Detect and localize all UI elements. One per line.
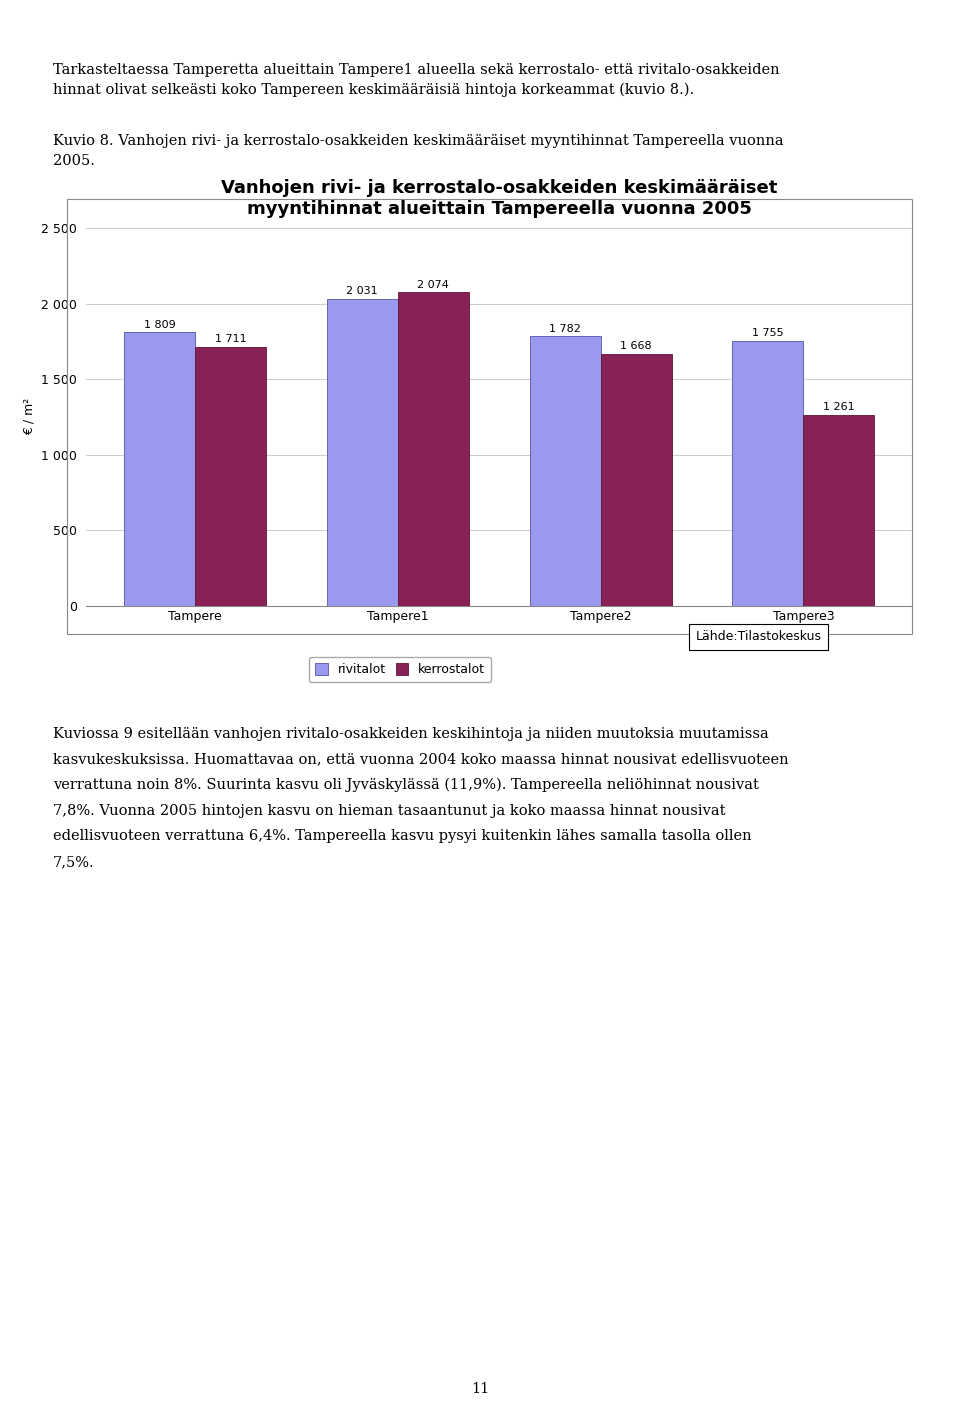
Bar bbox=[124, 332, 195, 606]
Text: 1 261: 1 261 bbox=[823, 402, 854, 412]
Text: Lähde:Tilastokeskus: Lähde:Tilastokeskus bbox=[695, 630, 822, 644]
Text: Tarkasteltaessa Tamperetta alueittain Tampere1 alueella sekä kerrostalo- että ri: Tarkasteltaessa Tamperetta alueittain Ta… bbox=[53, 63, 780, 77]
Text: 1 755: 1 755 bbox=[753, 328, 783, 338]
Bar bbox=[530, 336, 601, 606]
Text: 11: 11 bbox=[470, 1382, 490, 1396]
Bar bbox=[326, 299, 397, 606]
Title: Vanhojen rivi- ja kerrostalo-osakkeiden keskimääräiset
myyntihinnat alueittain T: Vanhojen rivi- ja kerrostalo-osakkeiden … bbox=[221, 180, 778, 218]
Bar bbox=[732, 341, 804, 606]
Text: Kuviossa 9 esitellään vanhojen rivitalo-osakkeiden keskihintoja ja niiden muutok: Kuviossa 9 esitellään vanhojen rivitalo-… bbox=[53, 727, 769, 741]
Text: 2 031: 2 031 bbox=[347, 286, 378, 296]
Bar bbox=[804, 415, 875, 606]
Text: 1 668: 1 668 bbox=[620, 341, 652, 351]
Text: hinnat olivat selkeästi koko Tampereen keskimääräisiä hintoja korkeammat (kuvio : hinnat olivat selkeästi koko Tampereen k… bbox=[53, 83, 694, 97]
Text: 1 711: 1 711 bbox=[215, 335, 246, 345]
Text: 7,5%.: 7,5%. bbox=[53, 855, 94, 869]
Y-axis label: € / m²: € / m² bbox=[22, 398, 36, 436]
Text: 1 809: 1 809 bbox=[144, 319, 176, 329]
Text: 7,8%. Vuonna 2005 hintojen kasvu on hieman tasaantunut ja koko maassa hinnat nou: 7,8%. Vuonna 2005 hintojen kasvu on hiem… bbox=[53, 804, 726, 818]
Bar bbox=[601, 353, 672, 606]
Legend: rivitalot, kerrostalot: rivitalot, kerrostalot bbox=[309, 657, 492, 683]
Text: 2005.: 2005. bbox=[53, 154, 95, 168]
Text: edellisvuoteen verrattuna 6,4%. Tampereella kasvu pysyi kuitenkin lähes samalla : edellisvuoteen verrattuna 6,4%. Tamperee… bbox=[53, 829, 752, 844]
Bar bbox=[195, 348, 266, 606]
Text: 2 074: 2 074 bbox=[418, 279, 449, 289]
Bar bbox=[397, 292, 468, 606]
Text: kasvukeskuksissa. Huomattavaa on, että vuonna 2004 koko maassa hinnat nousivat e: kasvukeskuksissa. Huomattavaa on, että v… bbox=[53, 752, 788, 767]
Text: verrattuna noin 8%. Suurinta kasvu oli Jyväskylässä (11,9%). Tampereella neliöhi: verrattuna noin 8%. Suurinta kasvu oli J… bbox=[53, 778, 758, 792]
Text: 1 782: 1 782 bbox=[549, 323, 581, 333]
Text: Kuvio 8. Vanhojen rivi- ja kerrostalo-osakkeiden keskimääräiset myyntihinnat Tam: Kuvio 8. Vanhojen rivi- ja kerrostalo-os… bbox=[53, 134, 783, 148]
